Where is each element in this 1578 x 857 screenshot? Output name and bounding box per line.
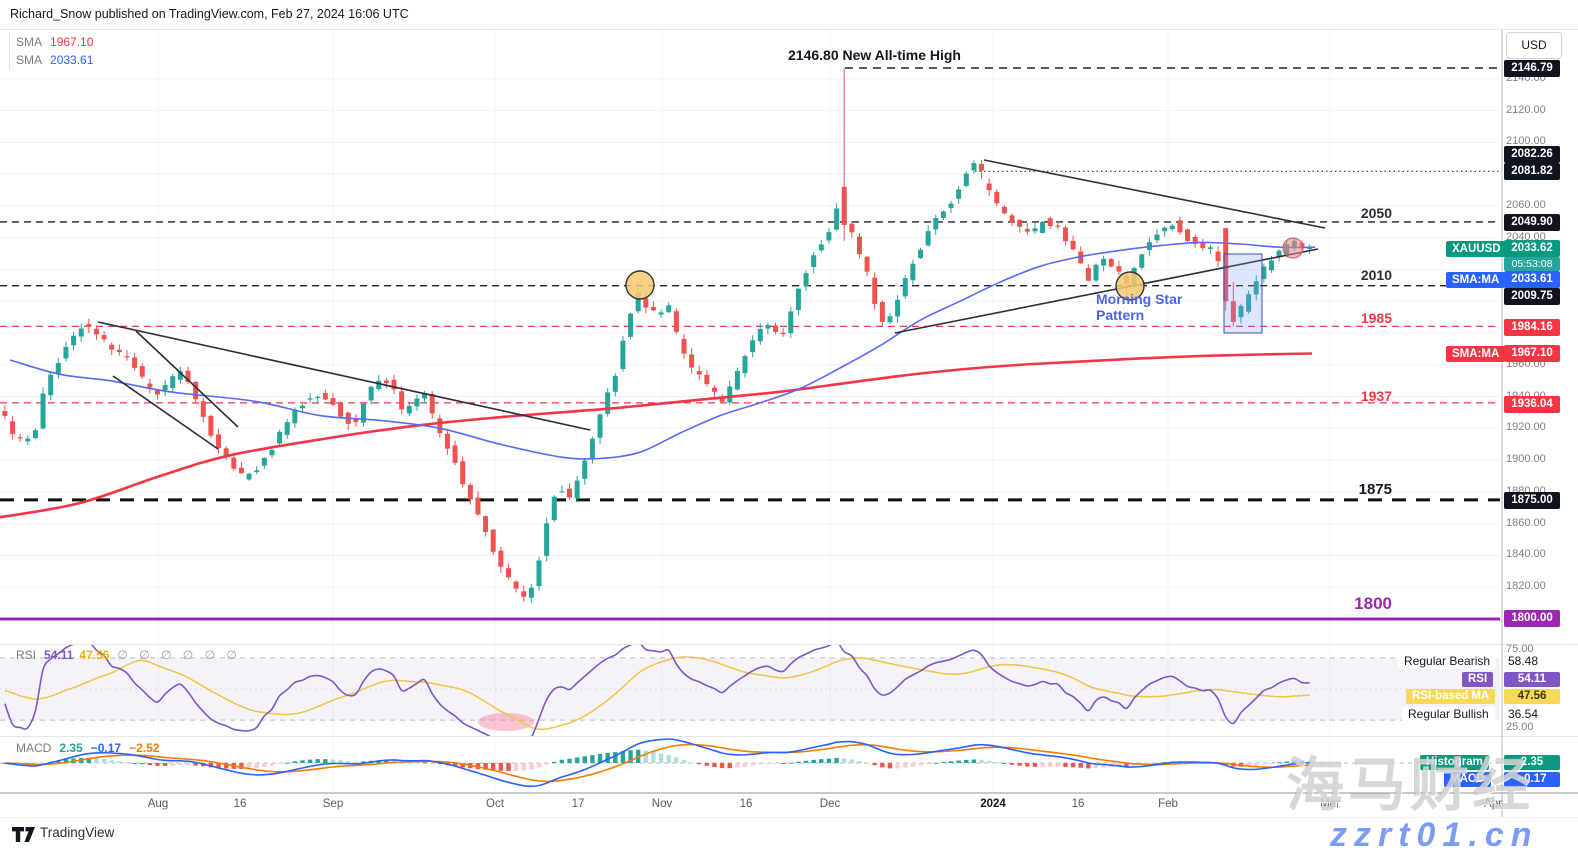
level-label-1875: 1875 — [1358, 481, 1392, 498]
rsi-pane-header[interactable]: RSI 54.11 47.56 ∅ ∅ ∅ ∅ ∅ ∅ — [16, 648, 241, 662]
price-tick-2120: 2120.00 — [1506, 103, 1546, 116]
sma-blue-label-badge: SMA:MA — [1446, 272, 1506, 288]
histogram-badge-label: Histogram — [1420, 755, 1489, 770]
indicator-legend: SMA 1967.10 SMA 2033.61 — [16, 33, 93, 69]
all-time-high-annotation: 2146.80 New All-time High — [788, 47, 961, 63]
sma-blue-value-badge: 2033.61 — [1504, 271, 1560, 288]
sma1-value: 1967.10 — [50, 35, 94, 49]
candles — [2, 67, 1313, 604]
rsi-empty-params: ∅ ∅ ∅ ∅ ∅ ∅ — [117, 648, 241, 662]
price-tick-2040: 2040.00 — [1506, 230, 1546, 243]
macd-title: MACD — [16, 741, 52, 755]
footer-bar: TradingView — [0, 818, 1578, 857]
last-price-badge: 2033.62 — [1504, 240, 1560, 257]
regular-bullish-label: Regular Bullish — [1402, 707, 1495, 722]
level-2050-badge: 2049.90 — [1504, 214, 1560, 231]
currency-toggle-button[interactable]: USD — [1506, 32, 1562, 59]
sma2-label: SMA — [16, 53, 43, 67]
high1-price-badge: 2082.26 — [1504, 146, 1560, 163]
level-1875-badge: 1875.00 — [1504, 492, 1560, 509]
rsi-tick-75: 75.00 — [1506, 643, 1534, 655]
macd-pane — [0, 738, 1500, 788]
morning-star-annotation: Morning Star Pattern — [1096, 291, 1182, 323]
sma-red-label-badge: SMA:MA — [1446, 346, 1506, 362]
level-2010-badge: 2009.75 — [1504, 288, 1560, 305]
rsi-value: 54.11 — [44, 648, 74, 662]
ath-price-badge: 2146.79 — [1504, 60, 1560, 77]
pattern-markers — [625, 237, 1304, 334]
rsi-tick-25: 25.00 — [1506, 721, 1534, 733]
rsi-badge-value: 54.11 — [1504, 672, 1560, 687]
time-tick-Mar: Mar — [1320, 798, 1340, 810]
rsi-ma-badge-value: 47.56 — [1504, 689, 1560, 704]
level-label-1937: 1937 — [1360, 388, 1392, 404]
symbol-label-badge: XAUUSD — [1446, 241, 1507, 257]
level-label-1985: 1985 — [1360, 310, 1392, 326]
time-tick-16: 16 — [1071, 798, 1085, 810]
time-tick-Sep: Sep — [322, 798, 344, 810]
level-1937-badge: 1936.04 — [1504, 396, 1560, 413]
sma-red-value-badge: 1967.10 — [1504, 345, 1560, 362]
macd-signal-value: −2.52 — [129, 741, 160, 755]
tradingview-logo-icon[interactable] — [12, 827, 36, 847]
time-tick-16: 16 — [233, 798, 247, 810]
rsi-badge-label: RSI — [1462, 672, 1494, 687]
watermark-cn: 海马财经 — [1286, 753, 1535, 818]
trendlines — [97, 159, 1326, 450]
time-tick-Dec: Dec — [819, 798, 841, 810]
time-tick-2024: 2024 — [980, 798, 1006, 810]
time-tick-Feb: Feb — [1158, 798, 1178, 810]
time-tick-17: 17 — [571, 798, 585, 810]
level-1800-badge: 1800.00 — [1504, 610, 1560, 627]
regular-bearish-label: Regular Bearish — [1398, 654, 1497, 669]
price-tick-1900: 1900.00 — [1506, 453, 1546, 466]
publish-info: Richard_Snow published on TradingView.co… — [10, 7, 409, 21]
level-label-2050: 2050 — [1360, 205, 1392, 221]
rsi-ma-badge-label: RSI-based MA — [1406, 689, 1496, 704]
macd-hist-value: 2.35 — [59, 741, 83, 755]
regular-bearish-value: 58.48 — [1508, 654, 1539, 668]
time-tick-Oct: Oct — [486, 798, 504, 810]
price-tick-1860: 1860.00 — [1506, 516, 1546, 529]
morning-star-line2: Pattern — [1096, 307, 1145, 323]
level-label-2010: 2010 — [1360, 267, 1392, 283]
price-tick-2060: 2060.00 — [1506, 198, 1546, 211]
price-tick-1920: 1920.00 — [1506, 421, 1546, 434]
high2-price-badge: 2081.82 — [1504, 163, 1560, 180]
macd-line-value: −0.17 — [90, 741, 122, 755]
sma-legend-row-1[interactable]: SMA 1967.10 — [16, 33, 93, 51]
sma1-label: SMA — [16, 35, 43, 49]
macd-badge-label: MACD — [1444, 772, 1491, 787]
watermark-url: zzrt01.cn — [1330, 816, 1539, 854]
bar-countdown-badge: 05:53:08 — [1504, 257, 1560, 271]
time-axis[interactable]: Aug 16 Sep Oct 17 Nov 16 Dec 2024 16 Feb Mar Apr — [0, 793, 1502, 818]
tradingview-brand-text[interactable]: TradingView — [40, 825, 115, 840]
time-tick-16: 16 — [739, 798, 753, 810]
morning-star-line1: Morning Star — [1096, 291, 1183, 307]
rsi-pane — [0, 645, 1500, 736]
macd-pane-header[interactable]: MACD 2.35 −0.17 −2.52 — [16, 741, 159, 755]
level-label-1800: 1800 — [1354, 594, 1392, 613]
price-tick-1840: 1840.00 — [1506, 548, 1546, 561]
time-tick-Apr: Apr — [1484, 798, 1502, 810]
rsi-ma-value: 47.56 — [79, 648, 110, 662]
level-1985-badge: 1984.16 — [1504, 319, 1560, 336]
sma2-value: 2033.61 — [50, 53, 94, 67]
rsi-title: RSI — [16, 648, 37, 662]
histogram-badge-value: 2.35 — [1504, 755, 1560, 770]
moving-averages — [0, 241, 1316, 519]
sma-legend-row-2[interactable]: SMA 2033.61 — [16, 51, 93, 69]
price-tick-2100: 2100.00 — [1506, 135, 1546, 148]
legend-divider — [9, 32, 10, 70]
time-tick-Nov: Nov — [651, 798, 673, 810]
macd-badge-value: −0.17 — [1504, 772, 1560, 787]
level-lines — [0, 67, 1500, 621]
price-tick-1820: 1820.00 — [1506, 580, 1546, 593]
regular-bullish-value: 36.54 — [1508, 707, 1539, 721]
time-tick-Aug: Aug — [147, 798, 169, 810]
